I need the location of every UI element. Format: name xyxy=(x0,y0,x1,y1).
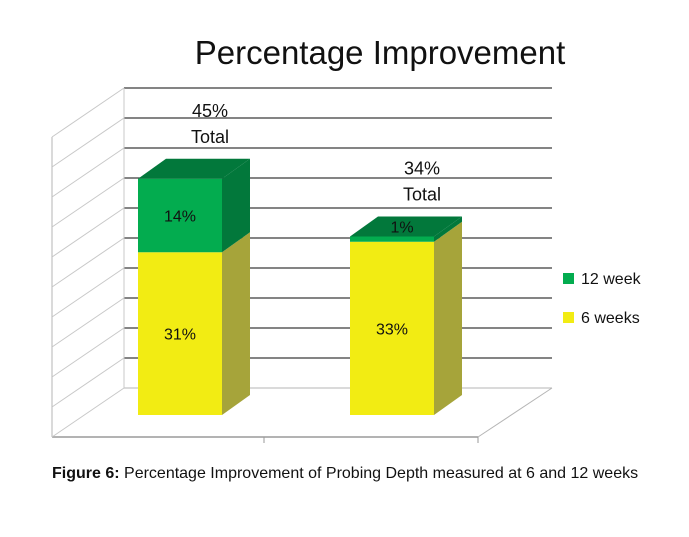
bar-segment-side xyxy=(434,216,462,242)
caption-label: Figure 6: xyxy=(52,465,120,482)
gridlines xyxy=(51,87,552,438)
data-labels: 31% 14% 45% Total 33% 1% 34% Total xyxy=(164,101,441,344)
chart-title: Percentage Improvement xyxy=(195,34,566,71)
data-label: 1% xyxy=(390,220,413,237)
side-gridline xyxy=(51,117,125,168)
side-gridline xyxy=(51,87,125,138)
bar-segment-side xyxy=(222,158,250,253)
data-label: 33% xyxy=(376,321,408,338)
side-gridline xyxy=(51,387,125,438)
legend: 12 week 6 weeks xyxy=(563,271,642,327)
side-gridline xyxy=(51,207,125,258)
side-gridline xyxy=(51,147,125,198)
total-label: 34% xyxy=(404,159,440,179)
data-label: 31% xyxy=(164,327,196,344)
side-gridline xyxy=(51,267,125,318)
bar-segment xyxy=(350,241,434,415)
side-gridline xyxy=(51,177,125,228)
bar-segment-side xyxy=(222,232,250,415)
chart-walls xyxy=(51,137,553,443)
side-gridline xyxy=(51,237,125,288)
chart: 31% 14% 45% Total 33% 1% 34% Total 12 week 6 we… xyxy=(51,34,642,443)
total-word: Total xyxy=(403,185,441,205)
side-gridline xyxy=(51,297,125,348)
legend-label-12-weeks: 12 week xyxy=(581,271,642,288)
figure-caption: Figure 6: Percentage Improvement of Prob… xyxy=(52,464,652,484)
bar-segment xyxy=(138,178,222,253)
total-label: 45% xyxy=(192,101,228,121)
caption-text: Percentage Improvement of Probing Depth … xyxy=(124,465,639,482)
bar-top xyxy=(350,216,462,237)
bar-segment-side xyxy=(434,221,462,415)
legend-swatch-6-weeks xyxy=(563,312,574,323)
floor-right-edge xyxy=(477,387,553,438)
bar-segment xyxy=(350,236,434,242)
bar-top xyxy=(138,158,250,179)
bars xyxy=(138,158,462,415)
side-gridline xyxy=(51,327,125,378)
bar-segment xyxy=(138,252,222,415)
side-gridline xyxy=(51,357,125,408)
legend-label-6-weeks: 6 weeks xyxy=(581,310,640,327)
total-word: Total xyxy=(191,127,229,147)
legend-swatch-12-weeks xyxy=(563,273,574,284)
data-label: 14% xyxy=(164,209,196,226)
